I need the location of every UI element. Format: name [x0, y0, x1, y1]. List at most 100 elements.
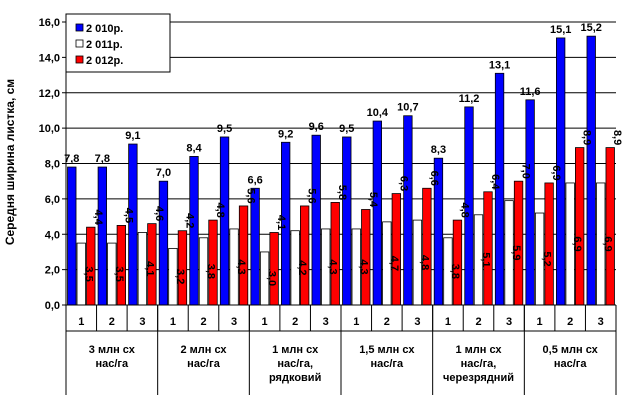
- x-group-label: 1 млн сх: [455, 344, 502, 356]
- data-label: 7,8: [95, 153, 110, 165]
- data-label: 6,6: [247, 174, 262, 186]
- bar: [177, 230, 188, 306]
- data-label: 11,2: [459, 93, 480, 105]
- x-group-label: нас/га: [371, 358, 405, 370]
- y-tick-label: 10,0: [39, 123, 60, 135]
- x-subcategory-label: 1: [78, 316, 84, 328]
- data-label: 13,1: [489, 59, 510, 71]
- legend: 2 010р. 2 011р. 2 012р.: [65, 13, 171, 73]
- bar: [250, 187, 260, 306]
- bar: [311, 134, 321, 306]
- bar: [269, 232, 279, 306]
- y-tick-label: 12,0: [39, 88, 60, 100]
- data-label: 6,4: [489, 174, 501, 190]
- y-tick-label: 0,0: [45, 300, 60, 312]
- x-subcategory-label: 3: [414, 316, 420, 328]
- x-subcategory-label: 1: [537, 316, 543, 328]
- data-label: 5,6: [245, 188, 257, 203]
- bar: [128, 143, 138, 306]
- data-label: 4,2: [183, 213, 195, 228]
- bar: [575, 147, 585, 306]
- data-label: 7,8: [64, 153, 79, 165]
- data-label: 9,2: [278, 128, 293, 140]
- legend-label: 2 010р.: [86, 23, 123, 35]
- data-label: 9,6: [309, 121, 324, 133]
- data-label: 4,4: [92, 210, 104, 226]
- bar: [372, 120, 382, 306]
- x-group-label: нас/га: [554, 358, 588, 370]
- bar: [342, 136, 352, 306]
- x-group-label: черезрядний: [443, 372, 514, 384]
- bar: [189, 156, 199, 306]
- x-subcategory-label: 3: [231, 316, 237, 328]
- x-group-label: 0,5 млн сх: [543, 344, 599, 356]
- x-group-label: 2 млн сх: [180, 344, 227, 356]
- bar: [605, 147, 615, 306]
- bar: [525, 99, 535, 306]
- legend-swatch: [75, 23, 84, 32]
- bar: [422, 187, 432, 306]
- data-label: 3,0: [266, 271, 278, 286]
- data-label: 8,9: [611, 130, 623, 145]
- x-subcategory-label: 2: [384, 316, 390, 328]
- bar: [544, 182, 554, 306]
- bar: [238, 205, 249, 306]
- y-tick-label: 8,0: [45, 159, 60, 171]
- x-subcategory-label: 1: [262, 316, 268, 328]
- data-label: 6,3: [397, 176, 409, 191]
- data-label: 11,6: [520, 86, 541, 98]
- data-label: 15,1: [550, 24, 571, 36]
- x-group-label: 1,5 млн сх: [359, 344, 415, 356]
- y-tick-labels: 0,0 2,0 4,0 6,0 8,0 10,0 12,0 14,0 16,0: [39, 17, 60, 312]
- x-subcategory-label: 1: [353, 316, 359, 328]
- data-label: 4,3: [357, 259, 369, 274]
- bar: [219, 136, 230, 306]
- bar: [483, 191, 493, 306]
- data-label: 4,8: [214, 202, 226, 217]
- x-category-labels: 1 2 3 3 млн сх нас/га 1 2 3 2 млн сх нас/га 1 2 3 1 м…: [78, 316, 604, 384]
- y-tick-label: 4,0: [45, 229, 60, 241]
- x-group-label: 3 млн сх: [89, 344, 136, 356]
- data-label: 3,2: [174, 269, 186, 284]
- x-subcategory-label: 2: [292, 316, 298, 328]
- data-label: 4,3: [235, 259, 247, 274]
- y-tick-label: 14,0: [39, 52, 60, 64]
- bar: [513, 180, 524, 306]
- x-subcategory-label: 2: [200, 316, 206, 328]
- x-subcategory-label: 2: [567, 316, 573, 328]
- y-tick-label: 2,0: [45, 265, 60, 277]
- data-label: 5,4: [367, 192, 379, 208]
- data-label: 7,0: [520, 164, 532, 179]
- data-label: 4,5: [122, 208, 134, 223]
- data-label: 4,8: [458, 202, 470, 217]
- data-label: 6,9: [571, 236, 583, 251]
- x-group-label: нас/га,: [277, 358, 313, 370]
- data-label: 5,1: [480, 252, 492, 267]
- data-label: 4,1: [143, 261, 155, 276]
- data-label: 5,6: [306, 188, 318, 203]
- legend-swatch: [75, 39, 84, 48]
- x-subcategory-label: 3: [598, 316, 604, 328]
- data-label: 4,8: [418, 255, 430, 270]
- x-subcategory-label: 3: [139, 316, 145, 328]
- bar: [391, 193, 401, 306]
- y-tick-label: 6,0: [45, 194, 60, 206]
- bar: [586, 35, 596, 306]
- bar: [300, 205, 310, 306]
- data-label: 6,9: [602, 236, 614, 251]
- data-label: 10,4: [367, 107, 389, 119]
- data-label: 9,1: [125, 130, 140, 142]
- data-label: 3,5: [82, 266, 94, 281]
- bar: [361, 209, 371, 306]
- y-axis-label: Середня ширина листка, см: [3, 79, 17, 245]
- bar: [67, 166, 77, 306]
- data-label: 8,3: [431, 144, 446, 156]
- data-label: 4,6: [153, 206, 165, 221]
- data-label: 9,5: [217, 123, 232, 135]
- x-group-label: нас/га: [187, 358, 221, 370]
- data-label: 7,0: [156, 167, 171, 179]
- data-label: 8,4: [186, 142, 202, 154]
- data-label: 3,5: [113, 266, 125, 281]
- x-subcategory-label: 1: [170, 316, 176, 328]
